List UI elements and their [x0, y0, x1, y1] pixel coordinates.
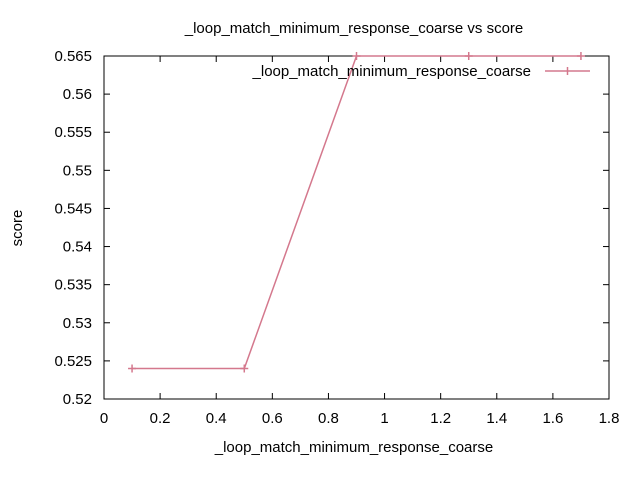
y-tick-label: 0.54: [63, 239, 92, 256]
legend-label: _loop_match_minimum_response_coarse: [252, 63, 531, 80]
data-point: [352, 52, 361, 60]
x-tick-label: 1.4: [486, 410, 507, 427]
y-axis-ticks: 0.52 0.525 0.53 0.535 0.54 0.545 0.55 0.555 0.56…: [54, 48, 609, 408]
y-tick-label: 0.565: [54, 48, 92, 65]
x-tick-label: 1.2: [430, 410, 451, 427]
x-tick-label: 1: [380, 410, 388, 427]
x-axis-label: _loop_match_minimum_response_coarse: [214, 439, 493, 456]
y-tick-label: 0.545: [54, 200, 92, 217]
data-point: [240, 364, 249, 373]
y-tick-label: 0.535: [54, 277, 92, 294]
y-tick-label: 0.555: [54, 124, 92, 141]
legend: _loop_match_minimum_response_coarse: [252, 63, 590, 80]
series-line: [132, 55, 581, 370]
data-point: [576, 52, 585, 60]
x-tick-label: 1.8: [599, 410, 620, 427]
x-tick-label: 0.8: [318, 410, 339, 427]
plot-border: [103, 55, 610, 400]
x-tick-label: 0.4: [206, 410, 227, 427]
x-tick-label: 0: [100, 410, 108, 427]
x-tick-label: 0.2: [150, 410, 171, 427]
y-axis-label: score: [9, 210, 26, 247]
y-tick-label: 0.56: [63, 86, 92, 103]
series-layer: [128, 52, 585, 373]
y-tick-label: 0.55: [63, 162, 92, 179]
plot-frame: [103, 55, 610, 400]
x-axis-ticks: 0 0.2 0.4 0.6 0.8 1 1.2 1.4 1.6 1.8: [100, 56, 620, 427]
x-tick-label: 0.6: [262, 410, 283, 427]
data-point: [464, 52, 473, 60]
y-tick-label: 0.53: [63, 315, 92, 332]
x-tick-label: 1.6: [542, 410, 563, 427]
y-tick-label: 0.52: [63, 391, 92, 408]
data-point: [128, 364, 137, 373]
chart-title: _loop_match_minimum_response_coarse vs s…: [184, 20, 524, 37]
y-tick-label: 0.525: [54, 353, 92, 370]
